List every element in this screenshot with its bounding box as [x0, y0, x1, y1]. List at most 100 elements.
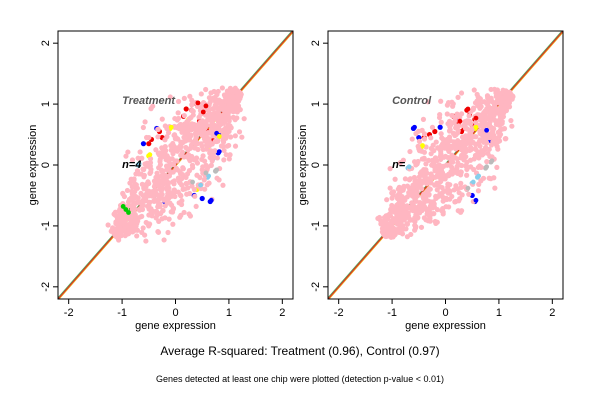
cloud-point: [432, 174, 439, 180]
y-tick-label: -2: [40, 282, 52, 292]
cloud-point: [174, 167, 181, 173]
cloud-point: [241, 116, 247, 122]
cloud-point: [181, 95, 187, 101]
outlier-point-top-yellow: [168, 124, 174, 130]
cloud-point: [447, 127, 453, 133]
cloud-point: [158, 187, 165, 193]
cloud-point: [140, 124, 146, 131]
cloud-point: [191, 126, 197, 132]
cloud-point: [232, 85, 238, 91]
y-tick-label: 0: [40, 162, 52, 168]
cloud-point: [503, 136, 509, 142]
cloud-point: [233, 108, 240, 115]
cloud-point: [181, 134, 187, 140]
cloud-point: [203, 146, 210, 152]
cloud-point: [391, 209, 398, 215]
cloud-point: [464, 172, 470, 178]
cloud-point: [389, 190, 395, 196]
cloud-point: [498, 105, 504, 111]
cloud-point: [165, 229, 171, 236]
cloud-point: [153, 174, 159, 180]
cloud-point: [194, 140, 201, 147]
cloud-point: [414, 206, 420, 212]
cloud-point: [220, 137, 226, 143]
cloud-point: [382, 219, 388, 225]
cloud-point: [426, 207, 432, 214]
cloud-point: [230, 114, 236, 121]
cloud-point: [188, 115, 194, 121]
cloud-point: [206, 95, 213, 101]
cloud-point: [469, 126, 475, 132]
cloud-point: [212, 148, 218, 154]
cloud-point: [131, 228, 137, 234]
cloud-point: [181, 209, 187, 216]
cloud-point: [221, 98, 228, 104]
outlier-point-top-lightblue: [198, 182, 204, 188]
cloud-point: [442, 145, 448, 151]
cloud-point: [224, 91, 230, 97]
cloud-point: [122, 219, 128, 225]
cloud-point: [416, 138, 423, 144]
cloud-point: [153, 191, 159, 197]
cloud-point: [418, 224, 425, 230]
cloud-point: [471, 134, 477, 140]
cloud-point: [397, 212, 403, 218]
cloud-point: [491, 112, 497, 118]
sample-size-label: n=: [392, 159, 406, 171]
cloud-point: [180, 186, 186, 192]
cloud-point: [216, 177, 222, 183]
cloud-point: [438, 98, 444, 104]
cloud-point: [476, 181, 482, 187]
cloud-point: [221, 147, 227, 154]
cloud-point: [143, 181, 150, 187]
cloud-point: [474, 91, 480, 98]
cloud-point: [509, 123, 515, 129]
cloud-point: [158, 192, 165, 198]
cloud-point: [155, 134, 161, 140]
cloud-point: [381, 231, 387, 238]
cloud-point: [146, 199, 152, 205]
cloud-point: [170, 169, 176, 175]
cloud-point: [169, 161, 175, 167]
cloud-point: [388, 229, 395, 236]
cloud-point: [135, 155, 141, 161]
cloud-point: [425, 198, 431, 204]
cloud-point: [420, 116, 427, 122]
cloud-point: [213, 97, 220, 103]
cloud-point: [444, 111, 450, 117]
cloud-point: [446, 204, 452, 210]
cloud-point: [412, 227, 418, 233]
cloud-point: [440, 136, 446, 142]
cloud-point: [133, 171, 139, 177]
cloud-point: [401, 207, 407, 213]
outlier-point-top-lightblue: [476, 173, 482, 179]
outlier-point-top-green: [126, 210, 131, 215]
cloud-point: [162, 123, 168, 129]
outlier-point-blue: [437, 124, 443, 130]
cloud-point: [404, 234, 410, 240]
cloud-point: [455, 94, 461, 100]
x-tick-label: -2: [334, 307, 344, 319]
cloud-point: [202, 136, 208, 142]
outlier-point-blue: [140, 141, 147, 147]
cloud-point: [220, 182, 226, 188]
cloud-point: [155, 126, 161, 133]
chart-caption-main: Average R-squared: Treatment (0.96), Con…: [160, 344, 440, 358]
cloud-point: [138, 190, 144, 197]
cloud-point: [210, 133, 216, 139]
cloud-point: [133, 182, 139, 188]
cloud-point: [420, 178, 426, 184]
scatter-panel-1: -2 -1 0 1 2 -2 -1 0 1 2 gene expression gene expres…: [27, 30, 294, 332]
cloud-point: [385, 224, 391, 230]
cloud-point: [239, 134, 245, 140]
cloud-point: [187, 93, 193, 99]
cloud-point: [418, 169, 425, 175]
cloud-point: [112, 209, 119, 215]
cloud-point: [215, 88, 221, 95]
outlier-point-top-lightblue: [470, 179, 476, 185]
cloud-point: [479, 152, 485, 158]
cloud-point: [473, 141, 479, 148]
cloud-point: [189, 183, 195, 189]
x-tick-label: -1: [117, 307, 127, 319]
cloud-point: [167, 94, 173, 100]
